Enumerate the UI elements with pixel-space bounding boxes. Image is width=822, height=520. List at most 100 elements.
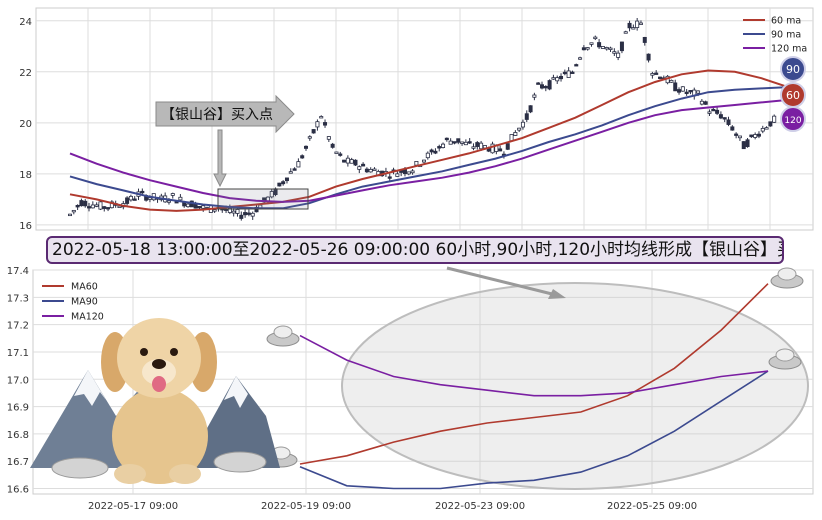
y-tick-label: 17.2 (7, 321, 29, 332)
puppy-muzzle (142, 359, 176, 385)
candle (323, 122, 328, 126)
candle (303, 145, 308, 149)
candle (342, 159, 347, 163)
candle (330, 143, 335, 148)
candle (140, 190, 145, 194)
y-tick-label: 17.4 (7, 266, 29, 277)
candle (315, 121, 320, 128)
candle (520, 121, 525, 128)
ma-badge-label: 90 (786, 63, 800, 76)
candle (680, 86, 685, 92)
signal-banner: 2022-05-18 13:00:00至2022-05-26 09:00:00 … (46, 236, 784, 264)
candle (433, 150, 438, 154)
candle (284, 177, 289, 182)
candle (246, 212, 251, 215)
candle (231, 210, 236, 214)
candle (566, 70, 571, 78)
candle (429, 149, 434, 153)
candle (753, 134, 758, 138)
candle (425, 152, 430, 159)
legend-label: 90 ma (771, 30, 801, 41)
candle (585, 47, 590, 50)
candle (387, 176, 392, 179)
candle (589, 42, 594, 45)
candle (540, 84, 545, 89)
candle (479, 142, 484, 150)
candle (166, 200, 171, 203)
candle (364, 168, 369, 173)
candle (326, 136, 331, 140)
candle (235, 209, 240, 214)
candle (117, 205, 122, 208)
candle (498, 148, 503, 152)
candle (406, 171, 411, 175)
silver-ingot-icon (266, 325, 300, 347)
ingot-top (273, 325, 293, 339)
candle (619, 41, 624, 52)
candle (90, 204, 95, 209)
candle (741, 141, 746, 150)
ingot-base (51, 457, 109, 479)
ma-line-120-ma (69, 98, 789, 203)
candle (760, 127, 765, 132)
candle (178, 196, 183, 201)
ingot-top (777, 267, 797, 281)
candle (288, 171, 293, 174)
candle (414, 160, 419, 166)
puppy-eye (170, 348, 178, 356)
candle (734, 133, 739, 136)
ma-line-MA120 (299, 334, 769, 397)
y-tick-label: 17.1 (7, 348, 29, 359)
candle (109, 201, 114, 209)
puppy-icon (101, 318, 217, 484)
candle (559, 75, 564, 80)
candle (646, 53, 651, 61)
candle (311, 129, 316, 134)
candle (749, 134, 754, 138)
candle (239, 214, 244, 219)
candle (555, 77, 560, 82)
candle (703, 101, 708, 105)
candle (597, 42, 602, 48)
y-tick-label: 22 (19, 68, 32, 79)
candle (627, 22, 632, 29)
candle (471, 146, 476, 149)
candle (699, 100, 704, 105)
candle (250, 212, 255, 217)
candle (106, 207, 111, 210)
candle (764, 127, 769, 130)
pointer-arrow (446, 266, 553, 296)
candle (543, 86, 548, 89)
candle (650, 73, 655, 76)
candle (83, 200, 88, 207)
annotation-arrow (155, 94, 295, 134)
candle (654, 72, 659, 75)
candle (361, 163, 366, 167)
legend-label: MA60 (71, 282, 98, 293)
y-tick-label: 16.8 (7, 430, 29, 441)
x-tick-label: 2022-05-25 09:00 (607, 501, 697, 512)
legend: MA60 MA90 MA120 (42, 282, 104, 323)
candle (532, 94, 537, 98)
price-chart: 16 18 20 22 24 【银山谷】买入点 60 ma 90 ma 120 ma 90 60 12… (19, 7, 814, 232)
candle (402, 169, 407, 175)
candle (638, 22, 643, 25)
candle (726, 119, 731, 125)
candle (132, 198, 137, 201)
y-tick-label: 16.9 (7, 403, 29, 414)
candle (574, 64, 579, 67)
candle (441, 143, 446, 149)
y-tick-label: 16.6 (7, 485, 29, 496)
candle (688, 90, 693, 93)
silver-ingot-icon (770, 267, 804, 289)
snow-cap (224, 376, 248, 408)
snow-cap (74, 370, 106, 406)
signal-box (217, 188, 309, 210)
candle (707, 111, 712, 114)
candle (296, 161, 301, 168)
ingot-top (775, 348, 795, 362)
candle (87, 206, 92, 209)
x-tick-label: 2022-05-23 09:00 (435, 501, 525, 512)
annotation-text: 【银山谷】买入点 (161, 107, 273, 123)
candle (243, 212, 248, 216)
